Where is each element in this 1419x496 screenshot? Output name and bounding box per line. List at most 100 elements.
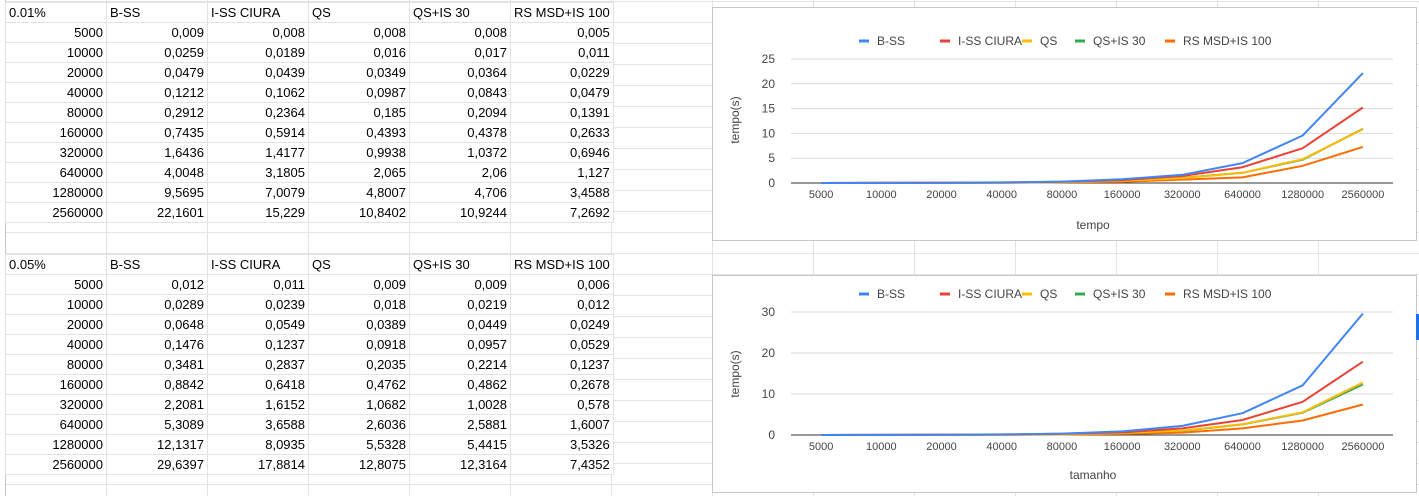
column-header-cell[interactable]: I-SS CIURA bbox=[207, 2, 309, 23]
size-cell[interactable]: 160000 bbox=[5, 374, 107, 395]
time-cell[interactable]: 29,6397 bbox=[106, 454, 208, 475]
size-cell[interactable]: 1280000 bbox=[5, 434, 107, 455]
legend-entry[interactable]: QS+IS 30 bbox=[1075, 287, 1146, 301]
time-cell[interactable]: 0,0529 bbox=[510, 334, 614, 355]
line-chart-005[interactable]: 0 10 20 30 5000 10000 20000 40000 80000 160000 320… bbox=[712, 275, 1417, 493]
time-cell[interactable]: 0,0389 bbox=[308, 314, 410, 335]
time-cell[interactable]: 4,8007 bbox=[308, 182, 410, 203]
time-cell[interactable]: 0,012 bbox=[510, 294, 614, 315]
column-header-cell[interactable]: B-SS bbox=[106, 254, 208, 275]
size-cell[interactable]: 1280000 bbox=[5, 182, 107, 203]
time-cell[interactable]: 0,008 bbox=[207, 22, 309, 43]
time-cell[interactable]: 1,6436 bbox=[106, 142, 208, 163]
size-cell[interactable]: 160000 bbox=[5, 122, 107, 143]
time-cell[interactable]: 7,0079 bbox=[207, 182, 309, 203]
time-cell[interactable]: 0,4762 bbox=[308, 374, 410, 395]
time-cell[interactable]: 2,5881 bbox=[409, 414, 511, 435]
time-cell[interactable]: 0,008 bbox=[308, 22, 410, 43]
time-cell[interactable]: 0,578 bbox=[510, 394, 614, 415]
time-cell[interactable]: 1,127 bbox=[510, 162, 614, 183]
legend-entry[interactable]: QS+IS 30 bbox=[1075, 34, 1146, 48]
time-cell[interactable]: 0,005 bbox=[510, 22, 614, 43]
time-cell[interactable]: 5,5328 bbox=[308, 434, 410, 455]
time-cell[interactable]: 3,1805 bbox=[207, 162, 309, 183]
size-cell[interactable]: 40000 bbox=[5, 334, 107, 355]
time-cell[interactable]: 0,1237 bbox=[207, 334, 309, 355]
time-cell[interactable]: 0,1237 bbox=[510, 354, 614, 375]
time-cell[interactable]: 0,0229 bbox=[510, 62, 614, 83]
time-cell[interactable]: 0,9938 bbox=[308, 142, 410, 163]
time-cell[interactable]: 0,018 bbox=[308, 294, 410, 315]
time-cell[interactable]: 2,06 bbox=[409, 162, 511, 183]
time-cell[interactable]: 0,006 bbox=[510, 274, 614, 295]
size-cell[interactable]: 640000 bbox=[5, 414, 107, 435]
time-cell[interactable]: 15,229 bbox=[207, 202, 309, 223]
time-cell[interactable]: 0,0549 bbox=[207, 314, 309, 335]
series-line-0[interactable] bbox=[821, 312, 1364, 436]
table-label-cell[interactable]: 0.05% bbox=[5, 254, 107, 275]
time-cell[interactable]: 0,2214 bbox=[409, 354, 511, 375]
size-cell[interactable]: 20000 bbox=[5, 62, 107, 83]
time-cell[interactable]: 0,0289 bbox=[106, 294, 208, 315]
time-cell[interactable]: 3,4588 bbox=[510, 182, 614, 203]
time-cell[interactable]: 0,0648 bbox=[106, 314, 208, 335]
legend-entry[interactable]: QS bbox=[1022, 34, 1057, 48]
time-cell[interactable]: 8,0935 bbox=[207, 434, 309, 455]
time-cell[interactable]: 0,0439 bbox=[207, 62, 309, 83]
time-cell[interactable]: 0,2633 bbox=[510, 122, 614, 143]
time-cell[interactable]: 10,9244 bbox=[409, 202, 511, 223]
time-cell[interactable]: 0,185 bbox=[308, 102, 410, 123]
time-cell[interactable]: 5,3089 bbox=[106, 414, 208, 435]
time-cell[interactable]: 22,1601 bbox=[106, 202, 208, 223]
column-header-cell[interactable]: QS+IS 30 bbox=[409, 254, 511, 275]
legend-entry[interactable]: B-SS bbox=[859, 287, 905, 301]
time-cell[interactable]: 12,1317 bbox=[106, 434, 208, 455]
time-cell[interactable]: 3,6588 bbox=[207, 414, 309, 435]
time-cell[interactable]: 1,4177 bbox=[207, 142, 309, 163]
time-cell[interactable]: 0,2094 bbox=[409, 102, 511, 123]
time-cell[interactable]: 0,7435 bbox=[106, 122, 208, 143]
time-cell[interactable]: 0,011 bbox=[207, 274, 309, 295]
time-cell[interactable]: 4,0048 bbox=[106, 162, 208, 183]
column-header-cell[interactable]: QS bbox=[308, 254, 410, 275]
size-cell[interactable]: 320000 bbox=[5, 394, 107, 415]
size-cell[interactable]: 320000 bbox=[5, 142, 107, 163]
time-cell[interactable]: 0,0449 bbox=[409, 314, 511, 335]
size-cell[interactable]: 10000 bbox=[5, 42, 107, 63]
legend-entry[interactable]: B-SS bbox=[859, 34, 905, 48]
time-cell[interactable]: 0,011 bbox=[510, 42, 614, 63]
time-cell[interactable]: 0,1476 bbox=[106, 334, 208, 355]
time-cell[interactable]: 0,0259 bbox=[106, 42, 208, 63]
legend-entry[interactable]: I-SS CIURA bbox=[940, 34, 1022, 48]
column-header-cell[interactable]: I-SS CIURA bbox=[207, 254, 309, 275]
series-line-3[interactable] bbox=[821, 127, 1364, 184]
column-header-cell[interactable]: B-SS bbox=[106, 2, 208, 23]
size-cell[interactable]: 80000 bbox=[5, 102, 107, 123]
time-cell[interactable]: 3,5326 bbox=[510, 434, 614, 455]
time-cell[interactable]: 0,2678 bbox=[510, 374, 614, 395]
time-cell[interactable]: 0,2837 bbox=[207, 354, 309, 375]
time-cell[interactable]: 9,5695 bbox=[106, 182, 208, 203]
time-cell[interactable]: 2,2081 bbox=[106, 394, 208, 415]
time-cell[interactable]: 0,1391 bbox=[510, 102, 614, 123]
time-cell[interactable]: 0,008 bbox=[409, 22, 511, 43]
scroll-edge-indicator[interactable] bbox=[1416, 314, 1419, 340]
time-cell[interactable]: 0,2364 bbox=[207, 102, 309, 123]
size-cell[interactable]: 20000 bbox=[5, 314, 107, 335]
size-cell[interactable]: 5000 bbox=[5, 274, 107, 295]
time-cell[interactable]: 10,8402 bbox=[308, 202, 410, 223]
table-label-cell[interactable]: 0.01% bbox=[5, 2, 107, 23]
time-cell[interactable]: 0,017 bbox=[409, 42, 511, 63]
column-header-cell[interactable]: QS bbox=[308, 2, 410, 23]
time-cell[interactable]: 0,0219 bbox=[409, 294, 511, 315]
time-cell[interactable]: 1,0372 bbox=[409, 142, 511, 163]
time-cell[interactable]: 0,009 bbox=[308, 274, 410, 295]
time-cell[interactable]: 0,0239 bbox=[207, 294, 309, 315]
line-chart-001[interactable]: 0 5 10 15 20 25 5000 10000 20000 40000 80000 160000… bbox=[712, 7, 1417, 241]
time-cell[interactable]: 0,4862 bbox=[409, 374, 511, 395]
size-cell[interactable]: 2560000 bbox=[5, 454, 107, 475]
time-cell[interactable]: 0,6418 bbox=[207, 374, 309, 395]
size-cell[interactable]: 640000 bbox=[5, 162, 107, 183]
time-cell[interactable]: 0,0987 bbox=[308, 82, 410, 103]
series-line-3[interactable] bbox=[821, 383, 1364, 436]
